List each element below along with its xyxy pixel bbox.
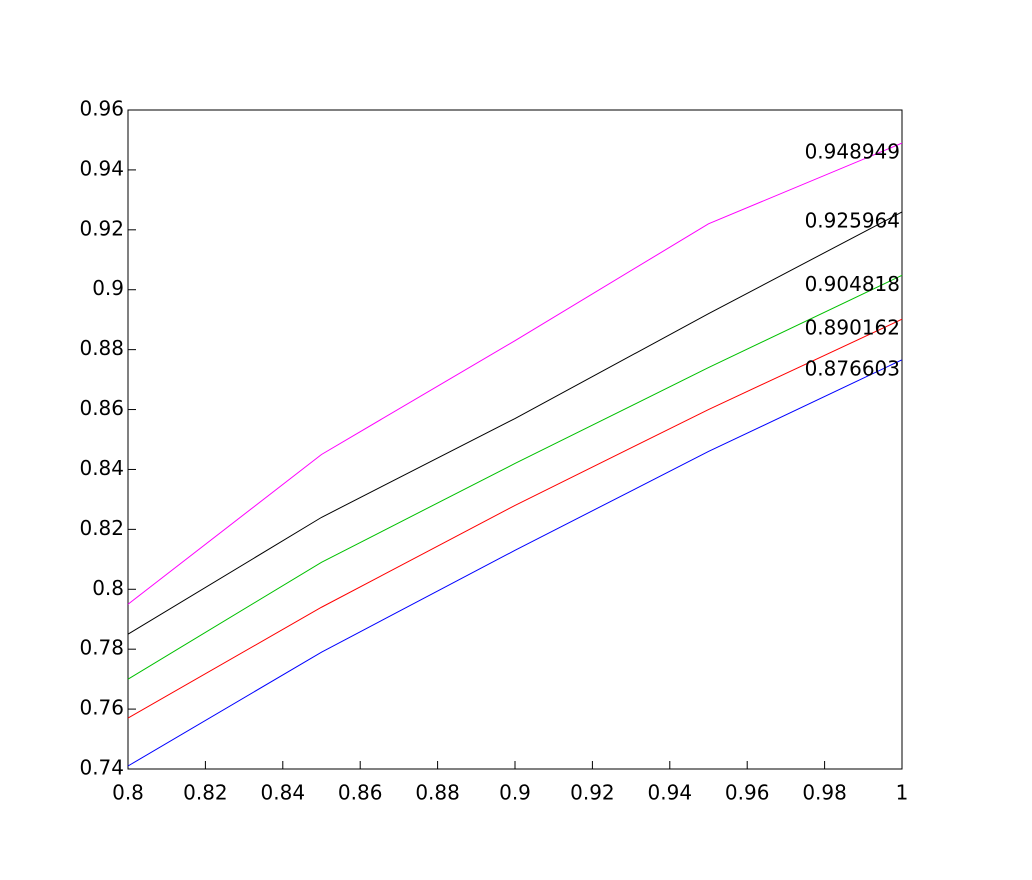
y-tick-label: 0.86 bbox=[79, 396, 124, 420]
y-tick-label: 0.74 bbox=[79, 756, 124, 780]
x-tick-label: 0.86 bbox=[338, 781, 383, 805]
y-tick-label: 0.88 bbox=[79, 336, 124, 360]
y-tick-label: 0.94 bbox=[79, 156, 124, 180]
x-tick-label: 0.82 bbox=[183, 781, 228, 805]
data-label: 0.904818 bbox=[805, 272, 900, 296]
y-tick-label: 0.78 bbox=[79, 636, 124, 660]
data-label: 0.876603 bbox=[805, 356, 900, 380]
y-tick-label: 0.82 bbox=[79, 516, 124, 540]
data-label: 0.948949 bbox=[805, 140, 900, 164]
line bbox=[127, 318, 903, 719]
y-tick-label: 0.84 bbox=[79, 456, 124, 480]
x-tick-label: 0.96 bbox=[725, 781, 770, 805]
x-tick-label: 0.9 bbox=[499, 781, 531, 805]
y-tick-label: 0.96 bbox=[79, 97, 124, 121]
y-tick-label: 0.92 bbox=[79, 216, 124, 240]
x-tick-label: 0.94 bbox=[648, 781, 693, 805]
y-tick-label: 0.8 bbox=[92, 576, 124, 600]
y-tick-label: 0.9 bbox=[92, 276, 124, 300]
x-tick-label: 1 bbox=[896, 781, 909, 805]
x-tick-label: 0.88 bbox=[415, 781, 460, 805]
line bbox=[127, 142, 903, 605]
plot-frame bbox=[127, 109, 903, 770]
data-label: 0.925964 bbox=[805, 208, 900, 232]
x-tick-label: 0.92 bbox=[570, 781, 615, 805]
line bbox=[127, 359, 903, 767]
x-tick-label: 0.8 bbox=[112, 781, 144, 805]
y-tick-label: 0.76 bbox=[79, 696, 124, 720]
x-tick-label: 0.98 bbox=[802, 781, 847, 805]
line bbox=[127, 211, 903, 635]
data-label: 0.890162 bbox=[805, 316, 900, 340]
x-tick-label: 0.84 bbox=[261, 781, 306, 805]
line bbox=[127, 274, 903, 680]
